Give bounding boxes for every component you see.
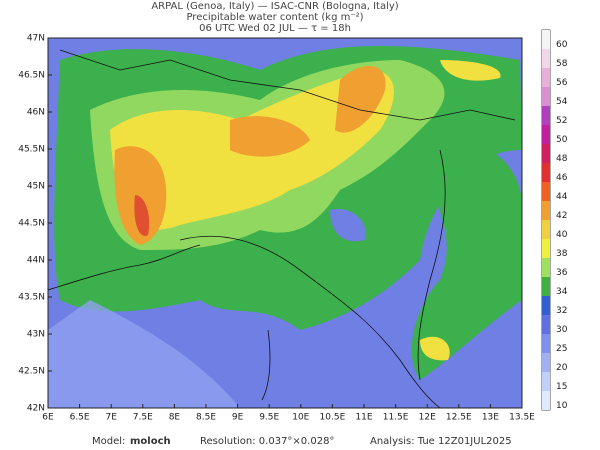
longitude-label: 10.5E — [320, 413, 346, 423]
colorbar-label: 20 — [556, 363, 568, 373]
colorbar-label: 42 — [556, 211, 567, 221]
colorbar-swatch — [542, 277, 550, 296]
longitude-label: 7.5E — [133, 413, 153, 423]
latitude-label: 46.5N — [18, 71, 45, 81]
colorbar-label: 46 — [556, 173, 568, 183]
longitude-label: 12E — [419, 413, 436, 423]
longitude-label: 6E — [42, 413, 54, 423]
colorbar-swatch — [542, 391, 550, 410]
footer-text: Resolution: 0.037°×0.028° — [200, 436, 334, 447]
colorbar-swatch — [542, 353, 550, 372]
colorbar-label: 10 — [556, 401, 568, 411]
colorbar-label: 30 — [556, 325, 568, 335]
colorbar-label: 44 — [556, 192, 568, 202]
map-field — [47, 37, 523, 409]
colorbar-swatch — [542, 49, 550, 68]
colorbar-label: 54 — [556, 97, 568, 107]
colorbar-swatch — [542, 372, 550, 391]
latitude-label: 46N — [27, 108, 45, 118]
latitude-label: 47N — [27, 34, 45, 44]
colorbar-label: 56 — [556, 78, 568, 88]
colorbar-swatch — [542, 144, 550, 163]
latitude-label: 43N — [27, 330, 45, 340]
longitude-label: 13.5E — [509, 413, 535, 423]
latitude-label: 42N — [27, 404, 45, 414]
colorbar-swatch — [542, 182, 550, 201]
longitude-label: 6.5E — [70, 413, 90, 423]
colorbar-swatch — [542, 296, 550, 315]
colorbar-label: 52 — [556, 116, 567, 126]
latitude-label: 43.5N — [18, 293, 45, 303]
colorbar-label: 48 — [556, 154, 568, 164]
longitude-label: 11E — [355, 413, 372, 423]
colorbar-label: 34 — [556, 287, 568, 297]
header-line: Precipitable water content (kg m⁻²) — [186, 12, 363, 23]
colorbar-swatch — [542, 87, 550, 106]
longitude-label: 8E — [169, 413, 181, 423]
colorbar-swatch — [542, 220, 550, 239]
footer-text: Analysis: Tue 12Z01JUL2025 — [370, 436, 512, 447]
colorbar-swatch — [542, 201, 550, 220]
colorbar-swatch — [542, 334, 550, 353]
header-line: ARPAL (Genoa, Italy) — ISAC-CNR (Bologna… — [151, 1, 398, 12]
longitude-label: 11.5E — [383, 413, 409, 423]
colorbar-label: 60 — [556, 40, 568, 50]
latitude-label: 42.5N — [18, 367, 45, 377]
longitude-label: 13E — [482, 413, 499, 423]
colorbar-label: 15 — [556, 382, 567, 392]
colorbar-swatch — [542, 106, 550, 125]
longitude-label: 12.5E — [446, 413, 472, 423]
colorbar-label: 25 — [556, 344, 567, 354]
colorbar-swatch — [542, 30, 550, 49]
colorbar-swatch — [542, 163, 550, 182]
colorbar-label: 58 — [556, 59, 568, 69]
longitude-label: 10E — [292, 413, 309, 423]
colorbar-label: 32 — [556, 306, 567, 316]
header-line: 06 UTC Wed 02 JUL — τ = 18h — [199, 23, 351, 34]
colorbar-swatch — [542, 239, 550, 258]
latitude-label: 44N — [27, 256, 45, 266]
model-name: moloch — [130, 436, 171, 447]
longitude-label: 7E — [105, 413, 117, 423]
colorbar-swatch — [542, 125, 550, 144]
colorbar-swatch — [542, 258, 550, 277]
colorbar-label: 40 — [556, 230, 568, 240]
colorbar-label: 36 — [556, 268, 568, 278]
colorbar-label: 38 — [556, 249, 568, 259]
longitude-label: 9.5E — [259, 413, 279, 423]
footer: Model: moloch Resolution: 0.037°×0.028° … — [92, 436, 512, 447]
footer-text: Model: — [92, 436, 125, 447]
longitude-label: 9E — [232, 413, 244, 423]
latitude-label: 45N — [27, 182, 45, 192]
colorbar-swatch — [542, 68, 550, 87]
longitude-label: 8.5E — [196, 413, 216, 423]
colorbar-label: 50 — [556, 135, 568, 145]
colorbar-swatch — [542, 315, 550, 334]
latitude-label: 45.5N — [18, 145, 45, 155]
latitude-label: 44.5N — [18, 219, 45, 229]
